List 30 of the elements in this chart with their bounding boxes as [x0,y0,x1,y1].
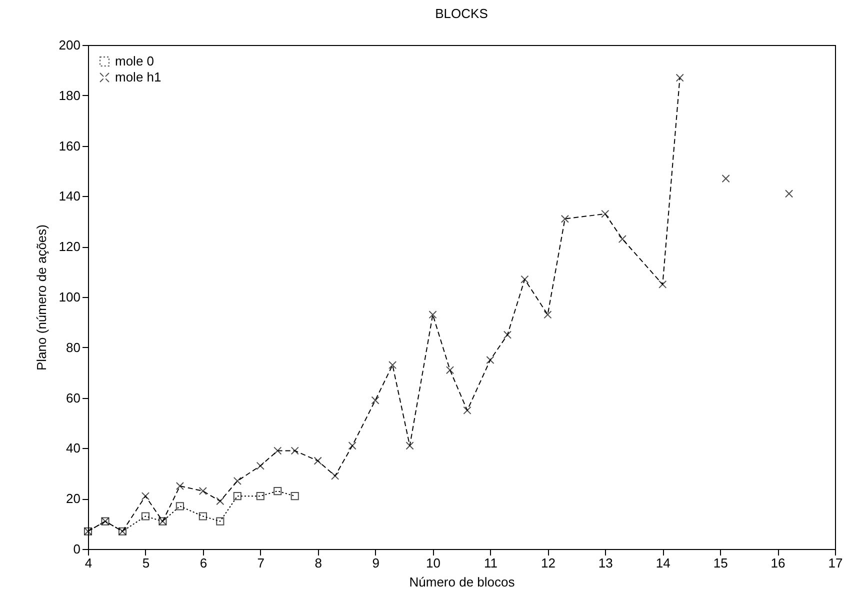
x-axis-title: Número de blocos [409,574,516,590]
y-tick-label: 160 [58,138,80,154]
y-tick-label: 0 [73,542,80,556]
y-tick-label: 100 [58,290,80,304]
y-tick-label: 200 [58,38,80,52]
y-tick-label: 180 [58,88,80,103]
y-tick-label: 140 [58,188,80,204]
x-tick-label: 8 [314,556,322,570]
x-tick-label: 16 [770,556,786,570]
x-tick-label: 12 [540,556,556,570]
x-tick-label: 17 [828,556,843,570]
y-tick-label: 20 [66,491,80,506]
x-tick-label: 10 [426,556,441,570]
y-tick-label: 80 [66,340,80,355]
y-axis-title: Plano (número de ações) [34,224,49,370]
x-tick-label: 9 [372,556,380,570]
x-tick-label: 13 [598,556,613,570]
x-tick-label: 6 [200,556,208,570]
y-tick-label: 60 [66,390,80,406]
x-tick-label: 14 [656,556,670,570]
x-tick-label: 7 [257,556,264,570]
x-tick-label: 5 [142,556,150,570]
legend-label: mole 0 [115,54,154,68]
x-tick-label: 4 [84,556,92,570]
chart-title: BLOCKS [435,6,488,21]
y-tick-label: 40 [66,440,80,456]
legend-label: mole h1 [115,70,162,84]
x-tick-label: 11 [484,556,498,570]
y-tick-label: 120 [58,239,80,254]
x-tick-label: 15 [713,556,728,570]
